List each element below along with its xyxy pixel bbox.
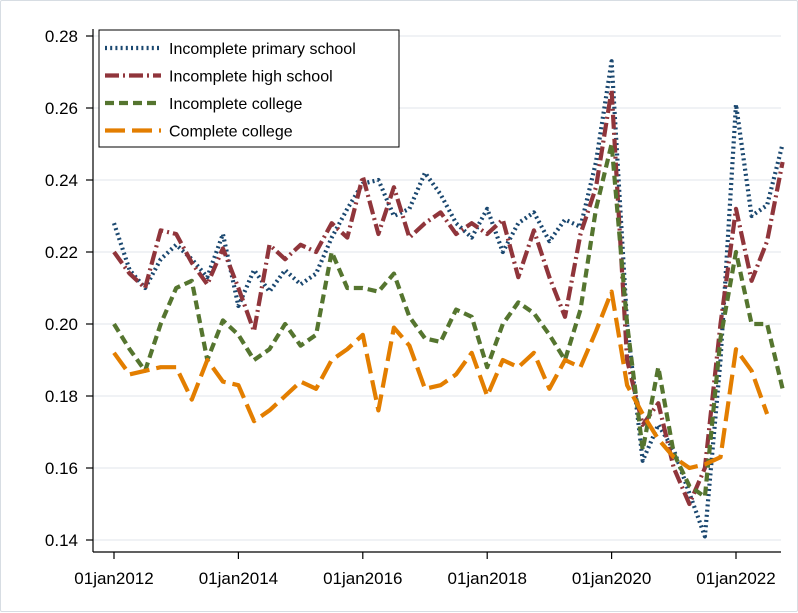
y-tick-label: 0.28 [45, 27, 78, 46]
y-axis-tick-labels: 0.14 0.16 0.18 0.20 0.22 0.24 0.26 0.28 [45, 27, 78, 550]
series-line-1 [112, 59, 785, 539]
x-axis-tick-labels: 01jan2012 01jan2014 01jan2016 01jan2018 01ja… [74, 569, 775, 588]
y-tick-label: 0.24 [45, 171, 78, 190]
x-tick-label: 01jan2020 [572, 569, 651, 588]
x-tick-label: 01jan2012 [74, 569, 153, 588]
y-tick-label: 0.20 [45, 315, 78, 334]
y-tick-label: 0.22 [45, 243, 78, 262]
x-tick-label: 01jan2014 [199, 569, 278, 588]
y-tick-label: 0.18 [45, 387, 78, 406]
y-tick-label: 0.16 [45, 459, 78, 478]
y-tick-label: 0.26 [45, 99, 78, 118]
x-tick-label: 01jan2016 [323, 569, 402, 588]
legend-label: Incomplete primary school [169, 41, 356, 58]
legend-label: Complete college [169, 124, 293, 141]
x-tick-label: 01jan2022 [696, 569, 775, 588]
legend-label: Incomplete high school [169, 69, 333, 86]
series-lines [112, 59, 785, 539]
series-line-3 [112, 141, 785, 499]
legend-label: Incomplete college [169, 96, 303, 113]
series-line-4 [112, 289, 770, 471]
x-tick-label: 01jan2018 [447, 569, 526, 588]
legend-box [98, 29, 400, 148]
series-line-2 [112, 87, 785, 507]
y-tick-label: 0.14 [45, 531, 78, 550]
legend: Incomplete primary school Incomplete high… [98, 29, 400, 148]
axes [86, 29, 781, 559]
